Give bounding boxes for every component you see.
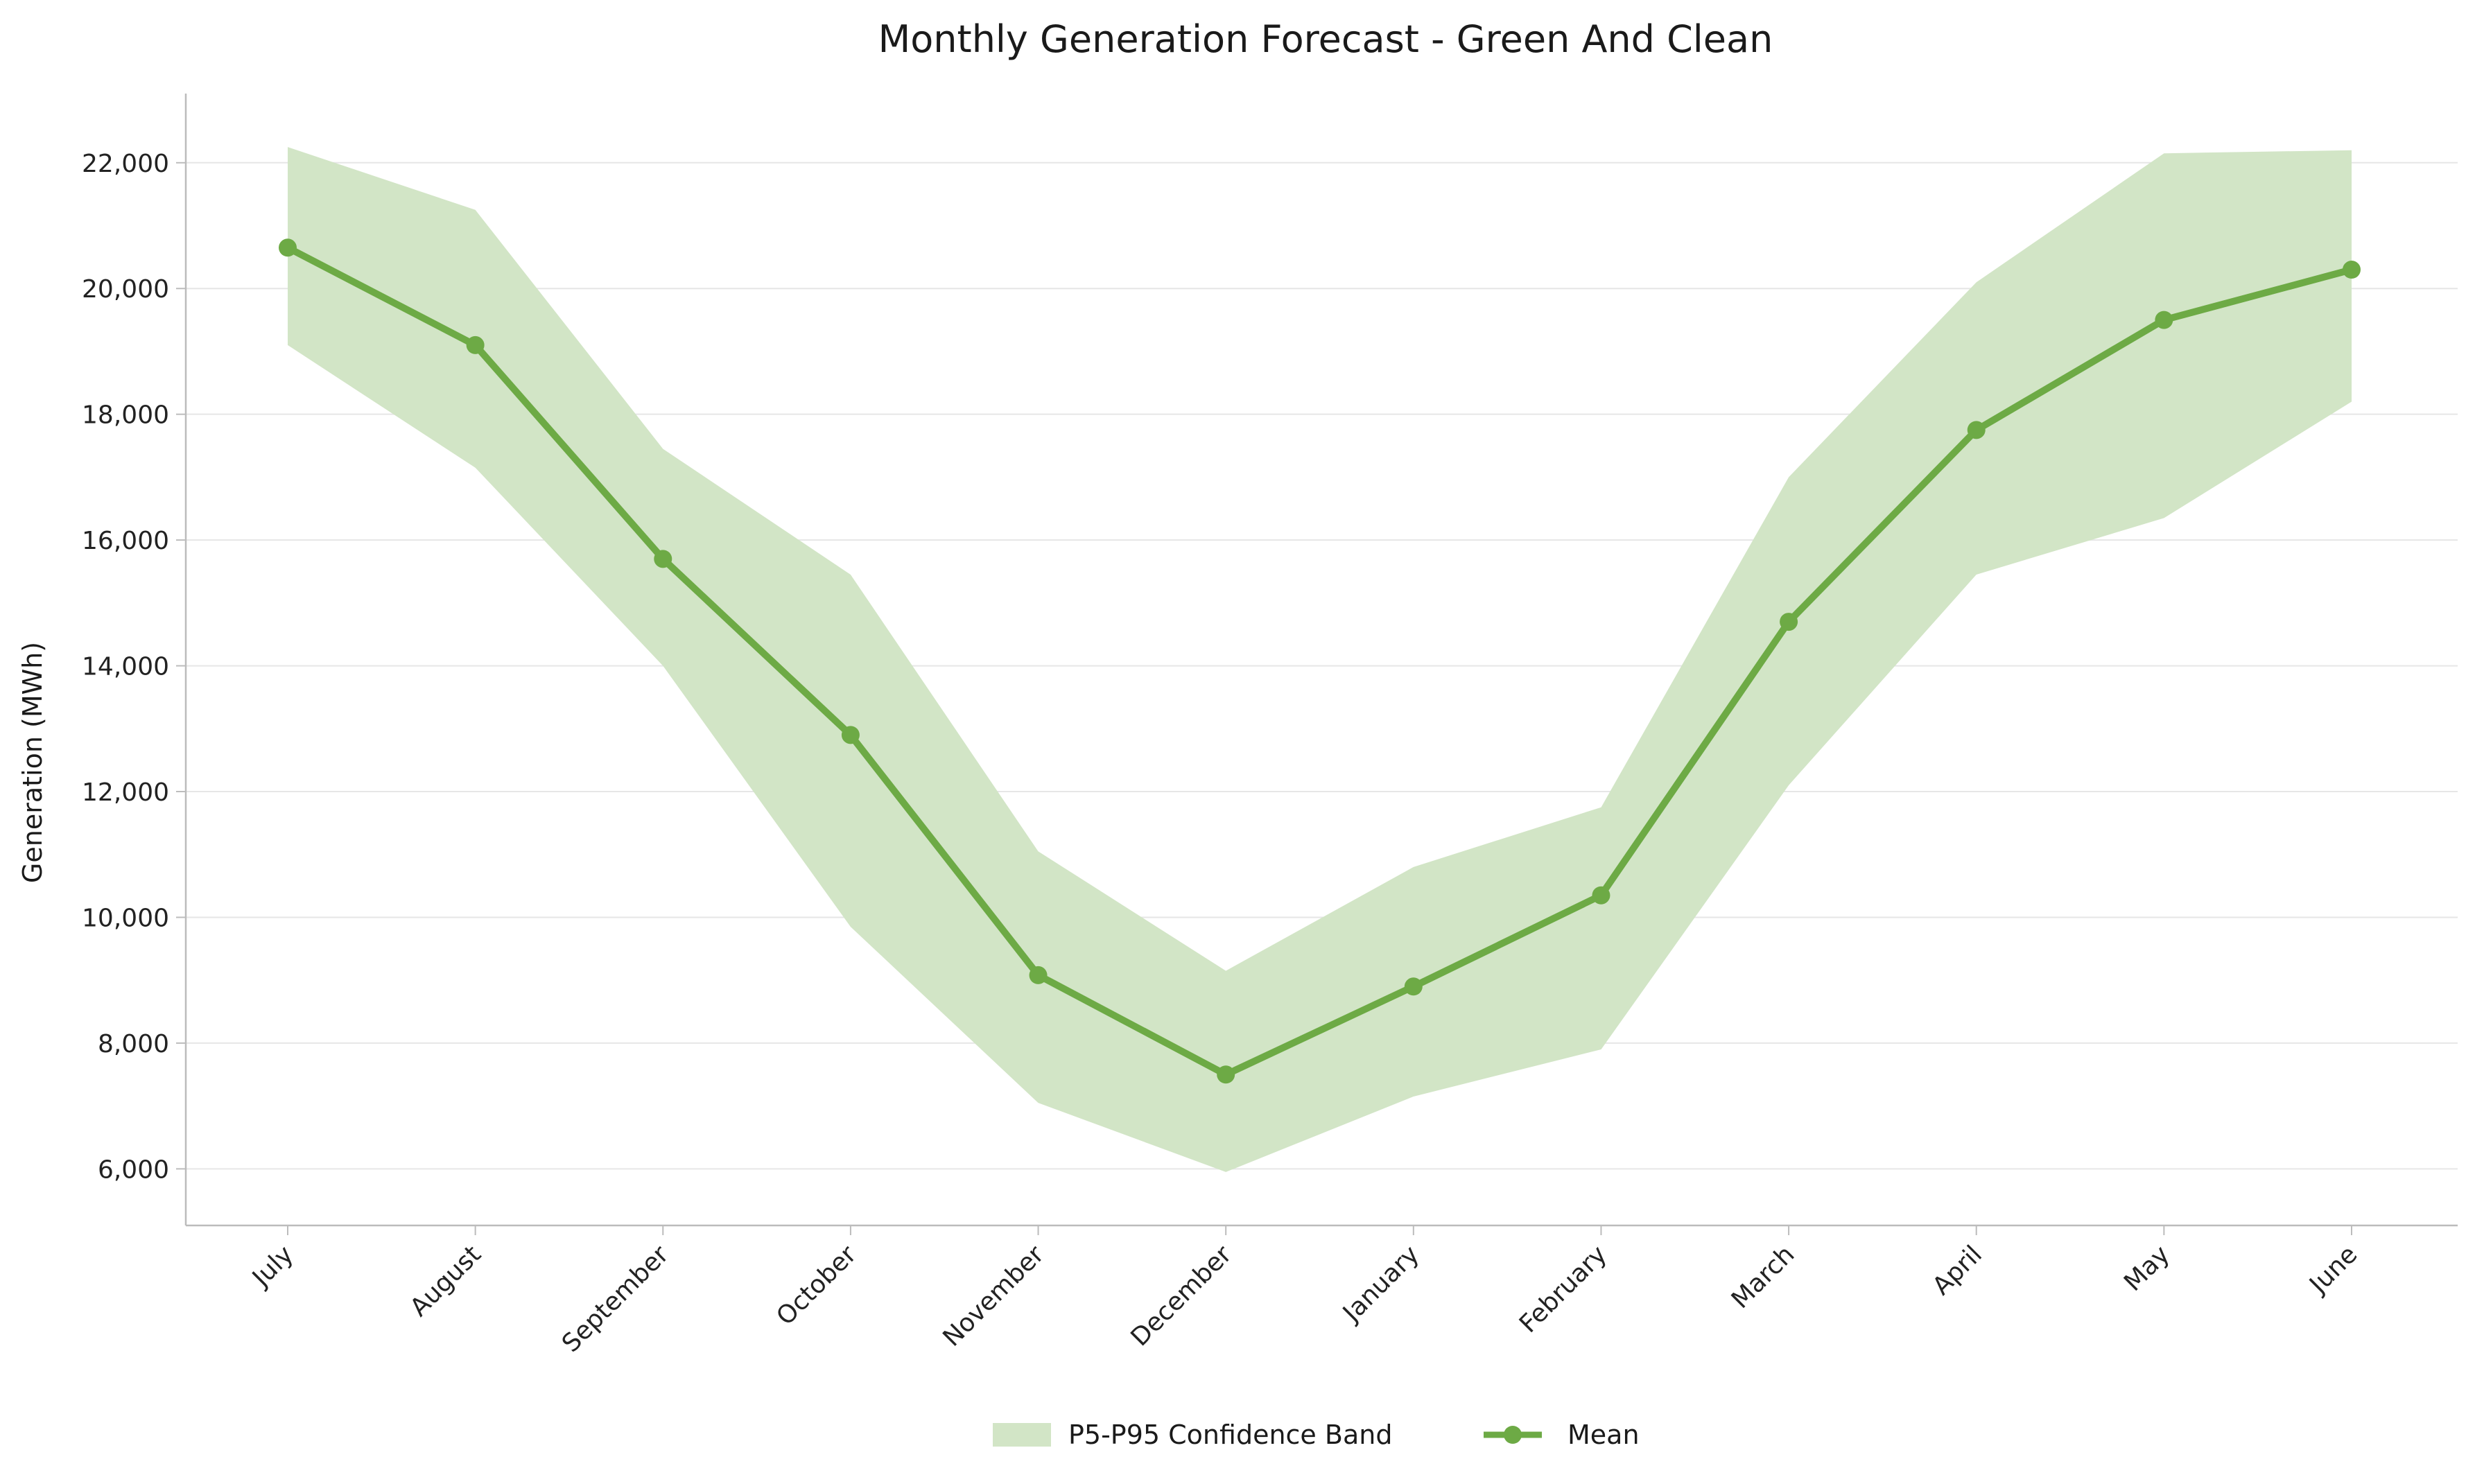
mean-line-layer [279,238,2361,1084]
mean-point [1592,886,1610,905]
mean-point [654,550,672,568]
mean-point [841,726,860,744]
mean-point [2155,311,2173,329]
chart-title: Monthly Generation Forecast - Green And … [878,17,1773,61]
y-tick-label: 14,000 [82,653,169,681]
y-axis-ticks: 6,000 8,000 10,000 12,000 14,000 16,000 18,000… [82,150,186,1184]
confidence-band-layer [288,147,2352,1172]
y-tick-label: 12,000 [82,778,169,807]
legend-band-label: P5-P95 Confidence Band [1068,1420,1392,1450]
y-tick-label: 16,000 [82,527,169,555]
axes [184,94,2458,1227]
mean-point [1780,613,1798,631]
y-tick-label: 20,000 [82,275,169,304]
mean-point [279,238,297,257]
mean-point [1404,977,1423,996]
y-tick-label: 6,000 [98,1155,169,1184]
legend: P5-P95 Confidence Band Mean [993,1420,1640,1450]
legend-mean-marker [1504,1426,1522,1444]
y-tick-label: 8,000 [98,1030,169,1058]
confidence-band [288,147,2352,1172]
y-tick-label: 22,000 [82,150,169,178]
mean-line [284,244,2355,1079]
legend-mean-label: Mean [1568,1420,1640,1450]
y-tick-label: 18,000 [82,401,169,430]
mean-point [466,335,485,354]
mean-point [1217,1065,1235,1084]
mean-point [1967,421,1986,439]
y-axis-label: Generation (MWh) [17,642,48,883]
legend-band-swatch [993,1423,1051,1447]
y-tick-label: 10,000 [82,904,169,932]
mean-point [2343,261,2361,279]
mean-point [1029,966,1048,984]
